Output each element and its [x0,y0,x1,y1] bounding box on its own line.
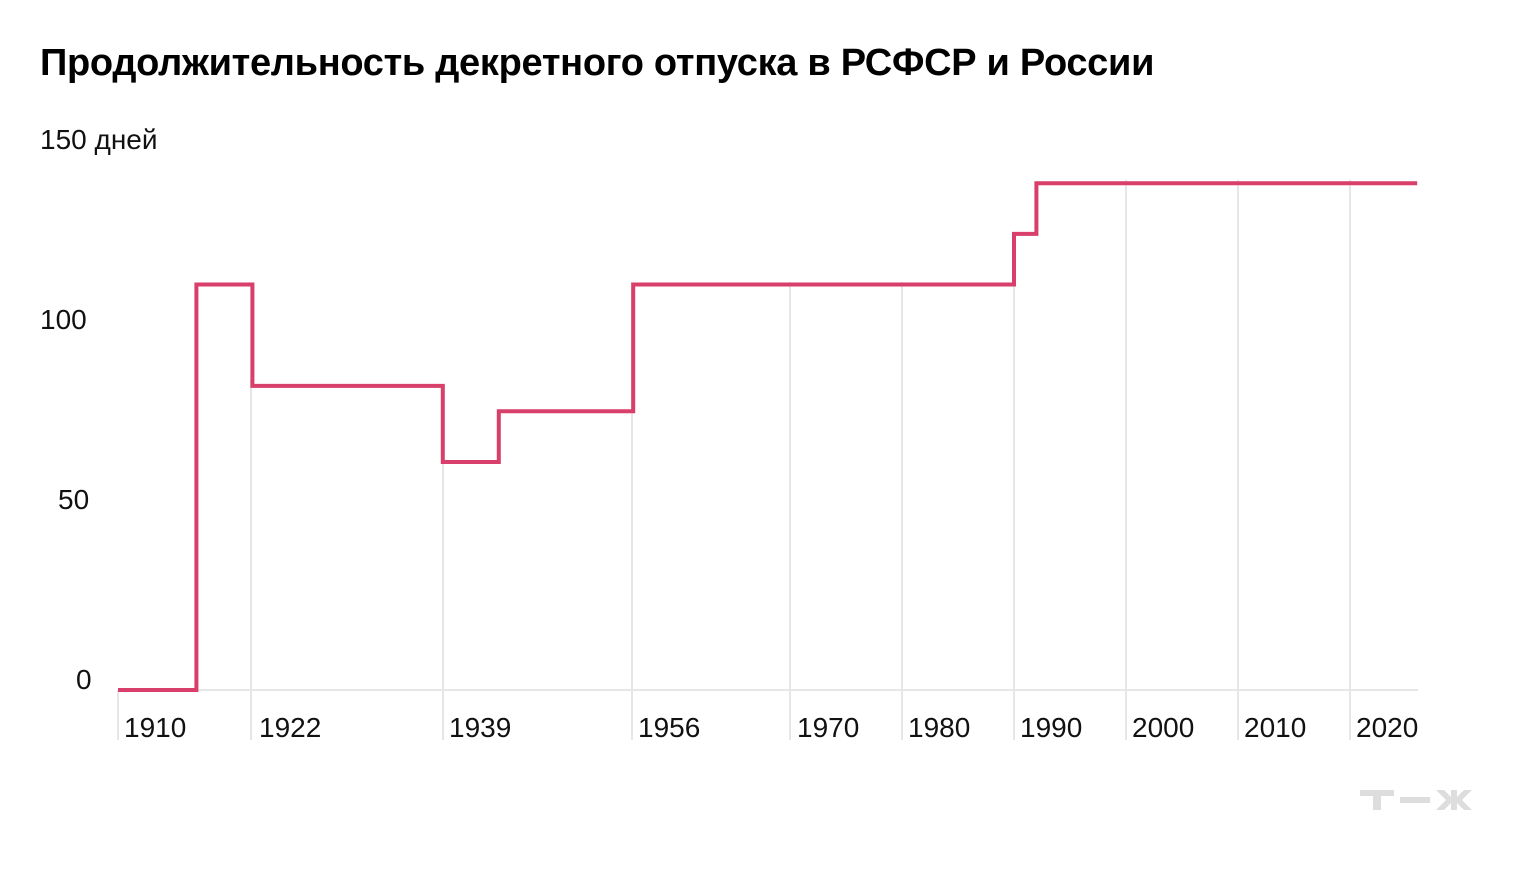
x-tick-2010: 2010 [1244,712,1307,743]
x-tick-1910: 1910 [124,712,187,743]
brand-logo-icon [1360,790,1472,810]
y-tick-0: 0 [76,664,92,695]
y-tick-150: 150 дней [40,124,158,155]
series-line [118,181,1418,692]
x-tick-2020: 2020 [1356,712,1419,743]
x-tick-1980: 1980 [908,712,971,743]
x-tick-1922: 1922 [259,712,322,743]
x-tick-1990: 1990 [1020,712,1083,743]
x-tick-1939: 1939 [449,712,512,743]
grid-lines [117,180,1418,740]
x-tick-2000: 2000 [1132,712,1195,743]
x-tick-1956: 1956 [638,712,701,743]
x-tick-1970: 1970 [797,712,860,743]
chart-title: Продолжительность декретного отпуска в Р… [40,42,1155,84]
y-tick-50: 50 [58,484,90,515]
y-tick-100: 100 [40,304,87,335]
